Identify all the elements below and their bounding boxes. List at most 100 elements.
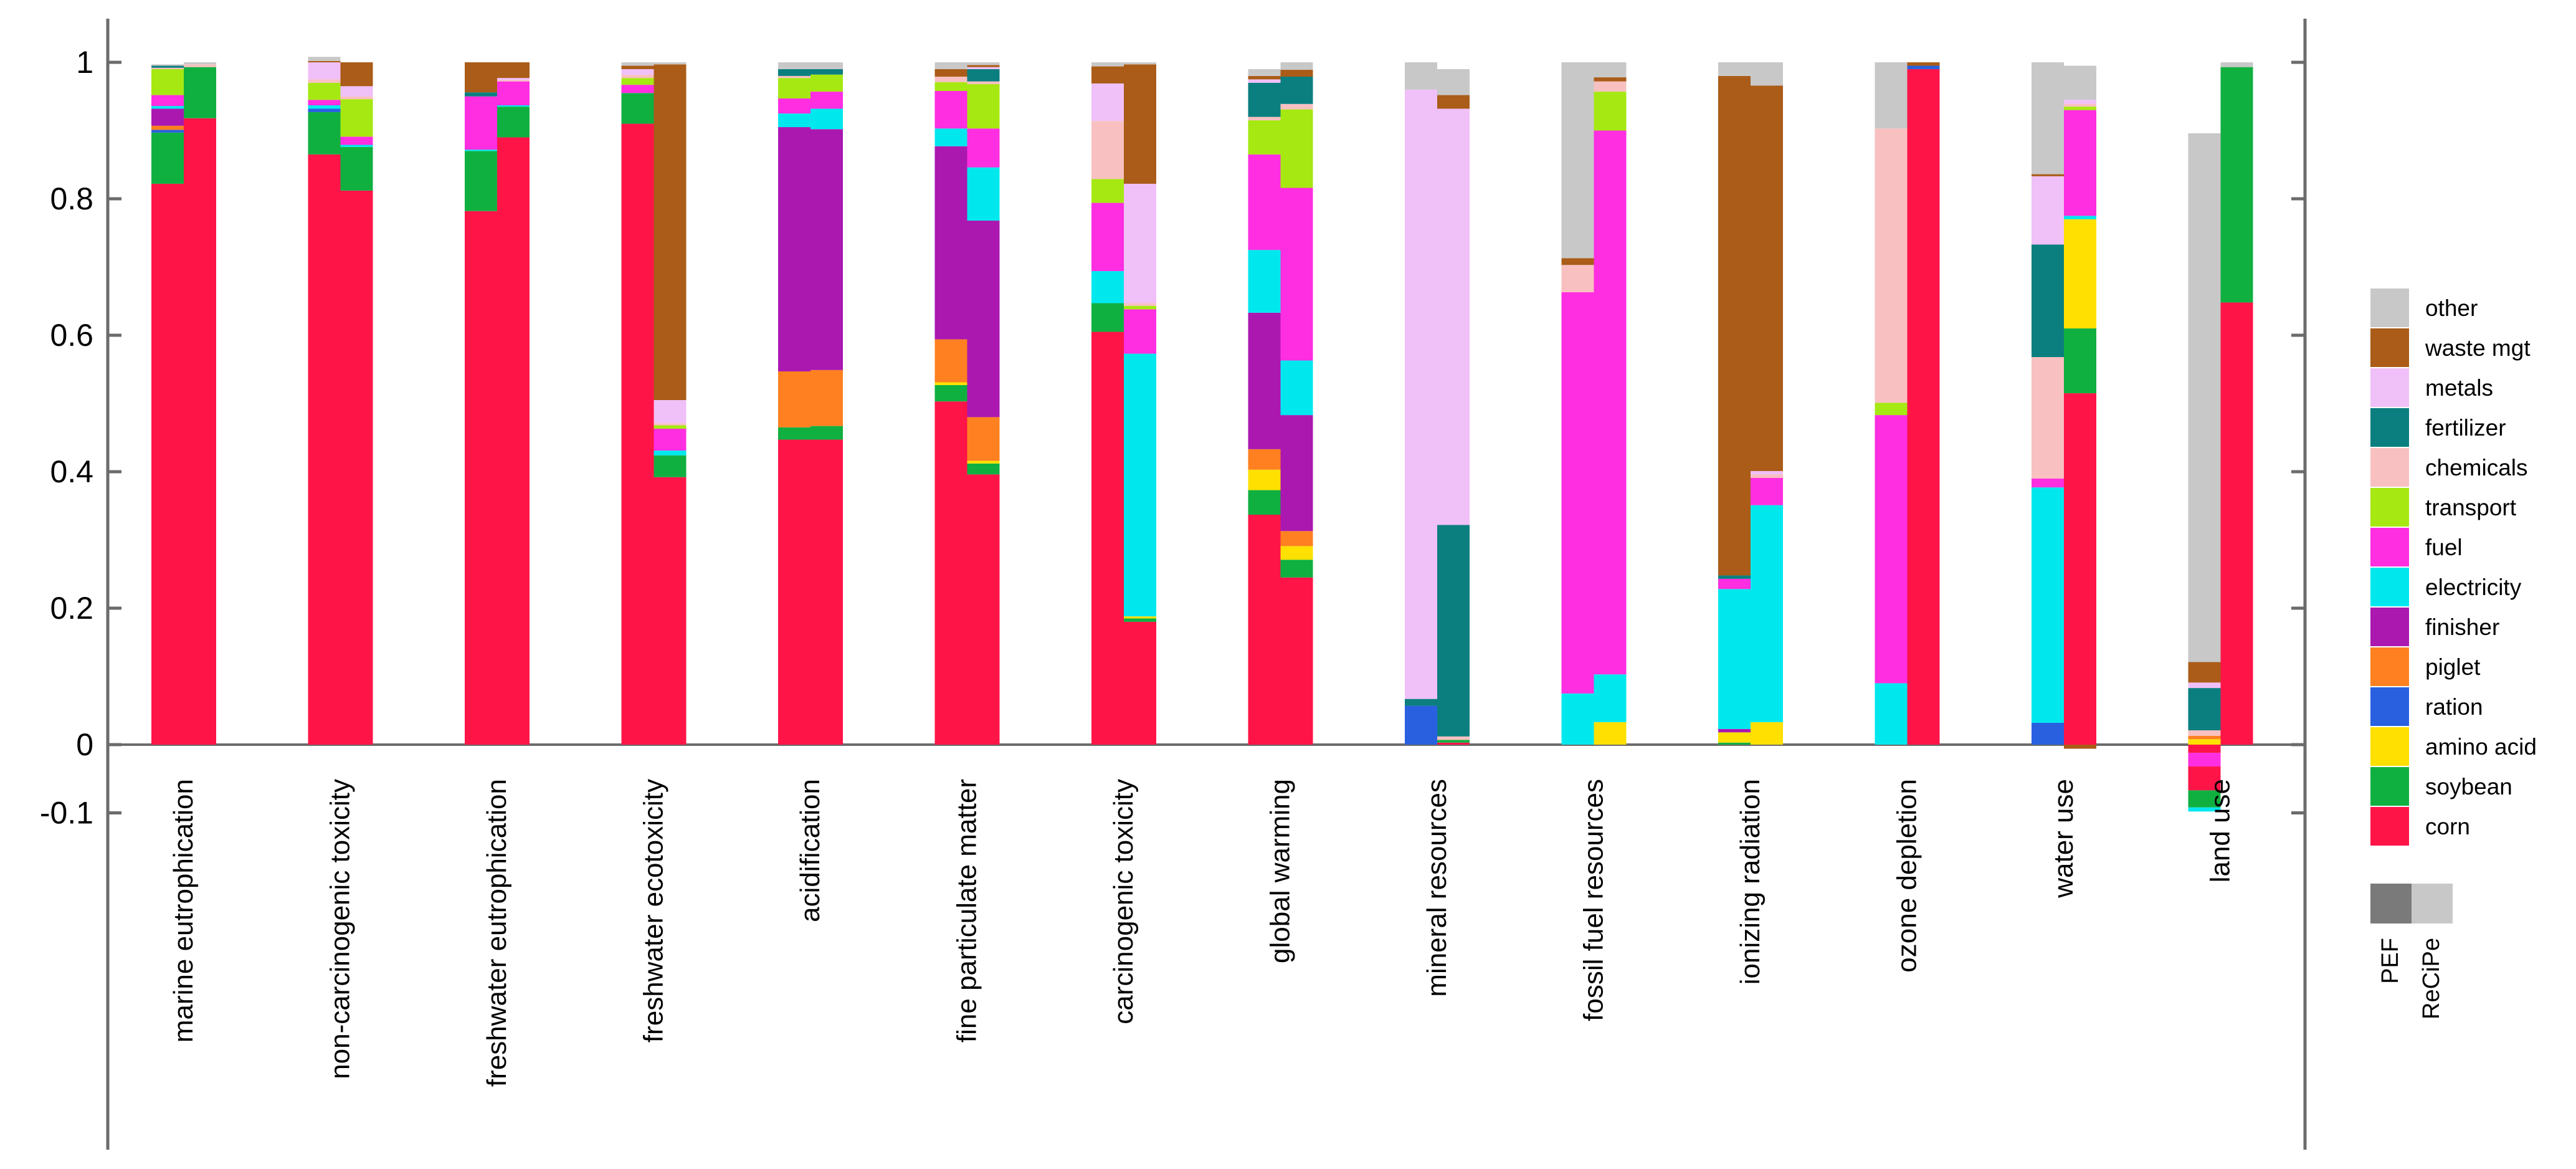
bar-segment-freshwater-ecotoxicity-recipe-electricity <box>654 451 687 456</box>
bar-segment-marine-eutrophication-pef-soybean <box>151 132 184 184</box>
legend-label-fuel: fuel <box>2425 535 2463 560</box>
bar-segment-marine-eutrophication-recipe-other <box>184 62 216 65</box>
bar-segment-ionizing-radiation-recipe-amino-acid <box>1751 722 1783 745</box>
bar-segment-marine-eutrophication-recipe-corn <box>184 118 216 745</box>
bar-segment-carcinogenic-toxicity-recipe-other <box>1124 62 1156 65</box>
bar-segment-marine-eutrophication-recipe-soybean <box>184 67 216 118</box>
bar-segment-carcinogenic-toxicity-recipe-transport <box>1124 305 1156 310</box>
bar-segment-global-warming-pef-chemicals <box>1248 117 1281 121</box>
x-category-label: freshwater eutrophication <box>482 779 512 1087</box>
bar-segment-freshwater-eutrophication-recipe-corn <box>497 137 530 745</box>
legend-swatch-electricity <box>2370 568 2409 606</box>
bar-segment-freshwater-ecotoxicity-pef-soybean <box>621 93 654 124</box>
bar-segment-freshwater-ecotoxicity-recipe-corn <box>654 477 687 745</box>
bar-segment-acidification-pef-soybean <box>778 427 810 440</box>
bar-segment-ozone-depletion-pef-fuel <box>1875 415 1908 684</box>
bar-segment-freshwater-eutrophication-recipe-chemicals <box>497 80 530 82</box>
y-tick-label: 1 <box>76 45 93 80</box>
bar-segment-freshwater-ecotoxicity-pef-fuel <box>621 85 654 93</box>
bar-segment-fossil-fuel-resources-recipe-transport <box>1594 92 1627 131</box>
bar-segment-global-warming-pef-finisher <box>1248 312 1281 449</box>
bar-segment-acidification-pef-corn <box>778 439 810 745</box>
bar-segment-marine-eutrophication-pef-corn <box>151 183 184 745</box>
legend-swatch-finisher <box>2370 608 2409 646</box>
bar-segment-global-warming-pef-fuel <box>1248 154 1281 250</box>
bar-segment-fossil-fuel-resources-recipe-waste-mgt <box>1594 77 1627 82</box>
bar-segment-global-warming-recipe-transport <box>1280 109 1313 188</box>
bar-segment-non-carcinogenic-toxicity-pef-waste-mgt <box>308 60 341 62</box>
legend-label-other: other <box>2425 295 2478 321</box>
bar-segment-fine-particulate-matter-recipe-chemicals <box>967 81 1000 85</box>
bar-segment-fine-particulate-matter-pef-electricity <box>934 128 967 146</box>
bar-segment-ionizing-radiation-recipe-metals <box>1751 470 1783 475</box>
bar-segment-acidification-recipe-transport <box>810 74 843 92</box>
bar-segment-non-carcinogenic-toxicity-recipe-chemicals <box>340 96 373 100</box>
bar-segment-marine-eutrophication-pef-ration <box>151 130 184 133</box>
bar-segment-freshwater-ecotoxicity-pef-corn <box>621 123 654 745</box>
bar-segment-carcinogenic-toxicity-pef-transport <box>1091 179 1124 203</box>
method-label-pef: PEF <box>2377 938 2403 984</box>
bar-segment-global-warming-pef-amino-acid <box>1248 469 1281 490</box>
bar-segment-freshwater-eutrophication-recipe-electricity <box>497 105 530 107</box>
bar-segment-ionizing-radiation-recipe-chemicals <box>1751 474 1783 478</box>
bar-segment-marine-eutrophication-pef-electricity <box>151 106 184 109</box>
bar-segment-non-carcinogenic-toxicity-recipe-corn <box>340 190 373 745</box>
bar-segment-non-carcinogenic-toxicity-recipe-electricity <box>340 145 373 147</box>
bar-segment-global-warming-recipe-finisher <box>1280 415 1313 532</box>
legend-swatch-chemicals <box>2370 448 2409 487</box>
bar-segment-acidification-pef-electricity <box>778 113 810 128</box>
bar-segment-fossil-fuel-resources-pef-chemicals <box>1561 265 1594 293</box>
bar-segment-carcinogenic-toxicity-recipe-soybean <box>1124 618 1156 622</box>
y-tick-label: -0.1 <box>40 796 93 831</box>
bar-segment-carcinogenic-toxicity-recipe-corn <box>1124 621 1156 745</box>
legend-swatch-transport <box>2370 488 2409 527</box>
bar-segment-global-warming-pef-metals <box>1248 79 1281 83</box>
bar-segment-ionizing-radiation-recipe-fuel <box>1751 477 1783 505</box>
bar-segment-fine-particulate-matter-pef-corn <box>934 401 967 745</box>
bar-segment-water-use-pef-chemicals <box>2032 357 2064 479</box>
bar-segment-global-warming-recipe-waste-mgt <box>1280 70 1313 77</box>
bar-segment-global-warming-recipe-piglet <box>1280 531 1313 546</box>
bar-segment-land-use-pef-other <box>2188 133 2221 662</box>
bar-segment-freshwater-ecotoxicity-pef-waste-mgt <box>621 65 654 69</box>
legend-label-chemicals: chemicals <box>2425 455 2528 480</box>
bar-segment-acidification-pef-fertilizer <box>778 69 810 76</box>
plot-frame <box>106 19 2307 1150</box>
bar-segment-land-use-pef-fertilizer <box>2188 688 2221 731</box>
bar-segment-fine-particulate-matter-recipe-fertilizer <box>967 69 1000 82</box>
bar-segment-global-warming-recipe-other <box>1280 62 1313 70</box>
bar-segment-land-use-pef-neg-corn <box>2188 766 2221 791</box>
bar-segment-ozone-depletion-pef-chemicals <box>1875 128 1908 403</box>
bar-segment-non-carcinogenic-toxicity-pef-chemicals <box>308 79 341 83</box>
bar-segment-ionizing-radiation-pef-soybean <box>1718 742 1751 745</box>
x-category-label: acidification <box>795 779 825 922</box>
bar-segment-freshwater-ecotoxicity-recipe-other <box>654 62 687 65</box>
bar-segment-acidification-recipe-corn <box>810 439 843 745</box>
bar-segment-freshwater-ecotoxicity-recipe-waste-mgt <box>654 64 687 401</box>
bar-segment-acidification-pef-chemicals <box>778 75 810 79</box>
bar-segment-ozone-depletion-recipe-ration <box>1907 65 1940 69</box>
bar-segment-global-warming-recipe-corn <box>1280 577 1313 745</box>
bar-segment-freshwater-eutrophication-recipe-soybean <box>497 107 530 138</box>
bar-segment-fossil-fuel-resources-recipe-electricity <box>1594 674 1627 722</box>
x-category-label: marine eutrophication <box>168 779 199 1043</box>
bar-segment-ionizing-radiation-recipe-electricity <box>1751 505 1783 722</box>
bar-segment-land-use-pef-neg-electricity <box>2188 807 2221 812</box>
bar-segment-fine-particulate-matter-recipe-piglet <box>967 417 1000 461</box>
bar-segment-ionizing-radiation-pef-amino-acid <box>1718 732 1751 743</box>
legend-label-amino-acid: amino acid <box>2425 734 2537 760</box>
x-category-label: freshwater ecotoxicity <box>639 779 669 1043</box>
bar-segment-global-warming-recipe-chemicals <box>1280 103 1313 110</box>
bar-segment-water-use-recipe-chemicals <box>2064 103 2096 107</box>
bar-segment-land-use-pef-neg-soybean <box>2188 790 2221 808</box>
bar-segment-land-use-recipe-corn <box>2220 302 2253 745</box>
bar-segment-ozone-depletion-pef-other <box>1875 62 1908 129</box>
bar-segment-global-warming-pef-fertilizer <box>1248 82 1281 117</box>
legend-swatch-corn <box>2370 807 2409 846</box>
bar-segment-freshwater-eutrophication-pef-electricity <box>465 150 497 151</box>
bar-segment-marine-eutrophication-pef-piglet <box>151 125 184 130</box>
bar-segment-freshwater-ecotoxicity-pef-other <box>621 62 654 66</box>
bar-segment-mineral-resources-recipe-corn <box>1437 742 1470 745</box>
legend-label-fertilizer: fertilizer <box>2425 415 2506 441</box>
bar-segment-acidification-recipe-fuel <box>810 92 843 109</box>
